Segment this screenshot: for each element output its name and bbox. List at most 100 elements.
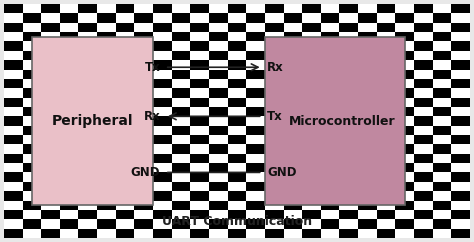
Bar — [191, 60, 209, 70]
Bar — [135, 116, 153, 126]
Bar — [246, 210, 265, 219]
Bar — [265, 172, 283, 182]
Bar — [135, 0, 153, 4]
Bar — [395, 210, 414, 219]
Bar — [321, 228, 339, 238]
Bar — [302, 135, 321, 144]
Bar — [116, 154, 135, 163]
Bar — [433, 135, 451, 144]
Bar — [339, 79, 358, 88]
Bar — [414, 0, 433, 4]
Bar — [60, 107, 79, 116]
Bar — [283, 4, 302, 14]
Bar — [283, 135, 302, 144]
Bar — [135, 144, 153, 154]
Bar — [470, 0, 474, 4]
Bar — [339, 116, 358, 126]
Bar — [451, 172, 470, 182]
Bar — [23, 0, 41, 4]
Bar — [395, 154, 414, 163]
Bar — [339, 51, 358, 60]
Bar — [41, 228, 60, 238]
Bar — [265, 32, 283, 42]
Bar — [433, 163, 451, 172]
Bar — [395, 79, 414, 88]
Bar — [302, 191, 321, 200]
Bar — [172, 0, 191, 4]
Bar — [433, 200, 451, 210]
Bar — [228, 182, 246, 191]
Bar — [395, 60, 414, 70]
Bar — [283, 154, 302, 163]
Bar — [358, 70, 377, 79]
Bar — [283, 14, 302, 23]
Bar — [265, 107, 283, 116]
Bar — [116, 210, 135, 219]
Bar — [135, 135, 153, 144]
Bar — [321, 126, 339, 135]
Bar — [135, 79, 153, 88]
Bar — [302, 116, 321, 126]
Bar — [265, 228, 283, 238]
Bar — [395, 182, 414, 191]
Bar — [451, 210, 470, 219]
Bar — [283, 200, 302, 210]
Bar — [97, 154, 116, 163]
Bar — [377, 154, 395, 163]
Bar — [153, 107, 172, 116]
Bar — [433, 172, 451, 182]
Bar — [358, 172, 377, 182]
Bar — [395, 14, 414, 23]
Bar — [79, 4, 97, 14]
Bar — [209, 14, 228, 23]
Bar — [79, 0, 97, 4]
Bar — [135, 154, 153, 163]
Bar — [339, 182, 358, 191]
Bar — [246, 4, 265, 14]
Bar — [23, 60, 41, 70]
Bar — [433, 4, 451, 14]
Bar — [23, 182, 41, 191]
Bar — [135, 98, 153, 107]
Bar — [153, 116, 172, 126]
Bar — [116, 144, 135, 154]
Bar — [470, 191, 474, 200]
Bar — [191, 88, 209, 98]
Bar — [153, 172, 172, 182]
Bar — [414, 210, 433, 219]
Bar — [265, 126, 283, 135]
Bar — [153, 163, 172, 172]
Bar — [470, 60, 474, 70]
Bar — [41, 0, 60, 4]
Bar — [4, 163, 23, 172]
Bar — [209, 0, 228, 4]
Bar — [116, 172, 135, 182]
Bar — [209, 135, 228, 144]
Bar — [395, 219, 414, 228]
Bar — [41, 135, 60, 144]
Bar — [358, 60, 377, 70]
Bar — [358, 107, 377, 116]
Bar — [246, 219, 265, 228]
Bar — [209, 191, 228, 200]
Bar — [209, 79, 228, 88]
Bar — [153, 14, 172, 23]
Bar — [97, 88, 116, 98]
Bar — [358, 88, 377, 98]
Bar — [4, 32, 23, 42]
Text: Tx: Tx — [267, 110, 283, 123]
Bar — [395, 51, 414, 60]
Bar — [358, 154, 377, 163]
Bar — [246, 116, 265, 126]
Bar — [321, 4, 339, 14]
Bar — [228, 135, 246, 144]
Bar — [377, 182, 395, 191]
Bar — [60, 135, 79, 144]
Bar — [191, 14, 209, 23]
Bar — [302, 107, 321, 116]
Bar — [283, 70, 302, 79]
Bar — [209, 23, 228, 32]
Bar — [191, 51, 209, 60]
Bar — [97, 172, 116, 182]
Bar — [265, 116, 283, 126]
